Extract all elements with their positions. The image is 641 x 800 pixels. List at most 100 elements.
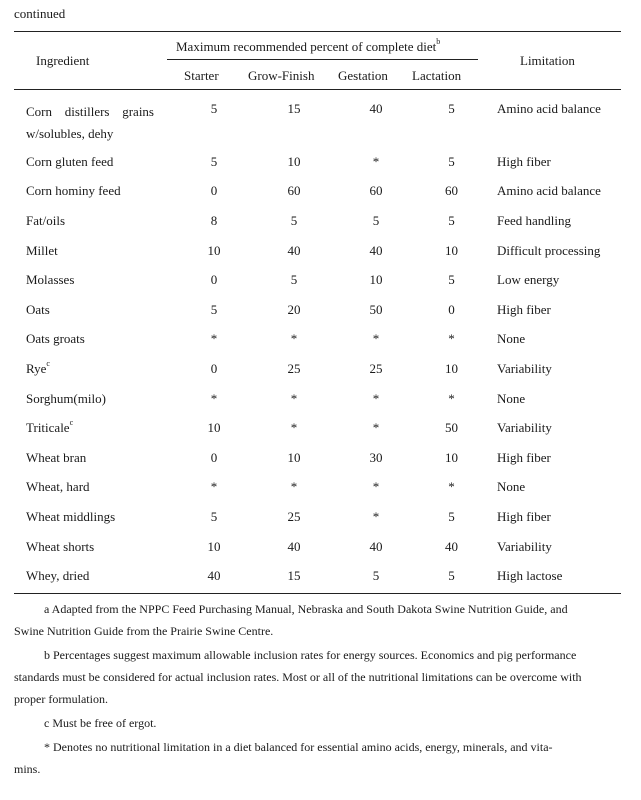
table-row: Molasses 0 5 10 5 Low energy	[14, 265, 621, 295]
cell-grow-finish: 15	[287, 101, 301, 116]
cell-limitation: Low energy	[497, 272, 560, 288]
cell-grow-finish: *	[290, 331, 298, 347]
footnote-star-line2: mins.	[14, 762, 41, 776]
table-row: Corn distillers grains w/solubles, dehy 5 …	[14, 90, 621, 147]
cell-starter: *	[210, 479, 218, 495]
footnote-b-line3: proper formulation.	[14, 692, 108, 706]
cell-gestation: 40	[369, 538, 383, 554]
header-group-text: Maximum recommended percent of complete …	[176, 39, 437, 54]
cell-grow-finish: 5	[290, 212, 298, 228]
cell-gestation: *	[372, 153, 380, 169]
cell-lactation: 10	[445, 449, 458, 465]
cell-starter: 10	[207, 242, 221, 258]
footnote-c-line1: c Must be free of ergot.	[44, 716, 157, 730]
cell-gestation: 50	[369, 301, 383, 317]
cell-limitation: High fiber	[497, 449, 551, 465]
table-row: Oats groats * * * * None	[14, 325, 621, 355]
cell-ingredient: Fat/oils	[26, 212, 66, 228]
cell-grow-finish: 25	[287, 508, 301, 524]
cell-starter: 5	[210, 153, 218, 169]
cell-grow-finish: 60	[287, 183, 301, 199]
table-row: Wheat shorts 10 40 40 40 Variability	[14, 532, 621, 562]
header-sub-rule	[167, 59, 478, 60]
cell-limitation: Variability	[497, 360, 552, 376]
cell-limitation: High fiber	[497, 508, 551, 524]
footnote-star-line1: * Denotes no nutritional limitation in a…	[44, 740, 553, 754]
cell-ingredient: Oats groats	[26, 331, 85, 347]
table-top-rule	[14, 31, 621, 32]
cell-gestation: *	[372, 420, 380, 436]
footnote-a-line2: Swine Nutrition Guide from the Prairie S…	[14, 624, 274, 638]
table-bottom-rule	[14, 593, 621, 594]
footnotes: a Adapted from the NPPC Feed Purchasing …	[14, 598, 621, 780]
cell-starter: 8	[210, 212, 218, 228]
cell-lactation: 5	[448, 272, 455, 288]
footnote-b-line1: b Percentages suggest maximum allowable …	[44, 648, 577, 662]
cell-grow-finish: 10	[287, 449, 301, 465]
header-ingredient: Ingredient	[36, 53, 90, 68]
cell-limitation: High lactose	[497, 568, 563, 584]
cell-ingredient: Ryec	[26, 358, 50, 376]
cell-starter: 0	[210, 360, 218, 376]
cell-limitation: Difficult processing	[497, 242, 601, 258]
header-group: Maximum recommended percent of complete …	[176, 37, 441, 55]
table-row: Wheat bran 0 10 30 10 High fiber	[14, 443, 621, 473]
cell-lactation: 5	[448, 153, 455, 169]
table-row: Triticalec 10 * * 50 Variability	[14, 413, 621, 443]
cell-gestation: *	[372, 479, 380, 495]
cell-ingredient: Corn gluten feed	[26, 153, 114, 169]
cell-starter: 0	[210, 183, 218, 199]
table-row: Wheat, hard * * * * None	[14, 473, 621, 503]
cell-ingredient: Molasses	[26, 272, 75, 288]
cell-lactation: 5	[448, 568, 455, 584]
table-row: Fat/oils 8 5 5 5 Feed handling	[14, 206, 621, 236]
cell-ingredient: Wheat middlings	[26, 508, 116, 524]
cell-grow-finish: *	[290, 420, 298, 436]
header-col-starter: Starter	[184, 68, 219, 83]
cell-gestation: 25	[369, 360, 383, 376]
cell-limitation: None	[497, 390, 526, 406]
cell-limitation: Variability	[497, 538, 552, 554]
cell-starter: 40	[207, 568, 221, 584]
cell-grow-finish: 5	[290, 272, 298, 288]
footnote-a-line1: a Adapted from the NPPC Feed Purchasing …	[44, 602, 568, 616]
cell-limitation: Variability	[497, 420, 552, 436]
cell-gestation: *	[372, 508, 380, 524]
cell-ingredient: Wheat shorts	[26, 538, 95, 554]
cell-lactation: 10	[445, 242, 458, 258]
table-row: Corn gluten feed 5 10 * 5 High fiber	[14, 147, 621, 177]
cell-gestation: 40	[369, 101, 383, 116]
table-row: Whey, dried 40 15 5 5 High lactose	[14, 561, 621, 591]
cell-lactation: 40	[445, 538, 458, 554]
cell-ingredient: Corn hominy feed	[26, 183, 121, 199]
table-row: Millet 10 40 40 10 Difficult processing	[14, 236, 621, 266]
cell-lactation: 5	[448, 212, 455, 228]
table-row: Corn hominy feed 0 60 60 60 Amino acid balanc…	[14, 177, 621, 207]
cell-grow-finish: 40	[287, 242, 301, 258]
cell-gestation: 40	[369, 242, 383, 258]
cell-lactation: 10	[445, 360, 458, 376]
header-group-sup: b	[436, 37, 441, 46]
table-row: Wheat middlings 5 25 * 5 High fiber	[14, 502, 621, 532]
header-limitation: Limitation	[520, 53, 575, 68]
cell-limitation: Amino acid balance	[497, 101, 601, 116]
cell-ingredient: Oats	[26, 301, 50, 317]
cell-starter: 10	[207, 420, 221, 436]
cell-ingredient: Triticalec	[26, 418, 74, 436]
cell-limitation: Feed handling	[497, 212, 572, 228]
cell-grow-finish: 40	[287, 538, 301, 554]
cell-gestation: 10	[369, 272, 383, 288]
header-col-lactation: Lactation	[412, 68, 462, 83]
diet-table: Corn distillers grains w/solubles, dehy 5 …	[14, 90, 621, 591]
cell-limitation: High fiber	[497, 153, 551, 169]
cell-ingredient: Sorghum(milo)	[26, 390, 106, 406]
cell-grow-finish: *	[290, 390, 298, 406]
cell-limitation: High fiber	[497, 301, 551, 317]
cell-limitation: Amino acid balance	[497, 183, 601, 199]
cell-grow-finish: 10	[287, 153, 301, 169]
continued-label: continued	[14, 6, 66, 21]
cell-limitation: None	[497, 479, 526, 495]
header-col-grow-finish: Grow-Finish	[248, 68, 315, 83]
cell-lactation: 50	[445, 420, 458, 436]
